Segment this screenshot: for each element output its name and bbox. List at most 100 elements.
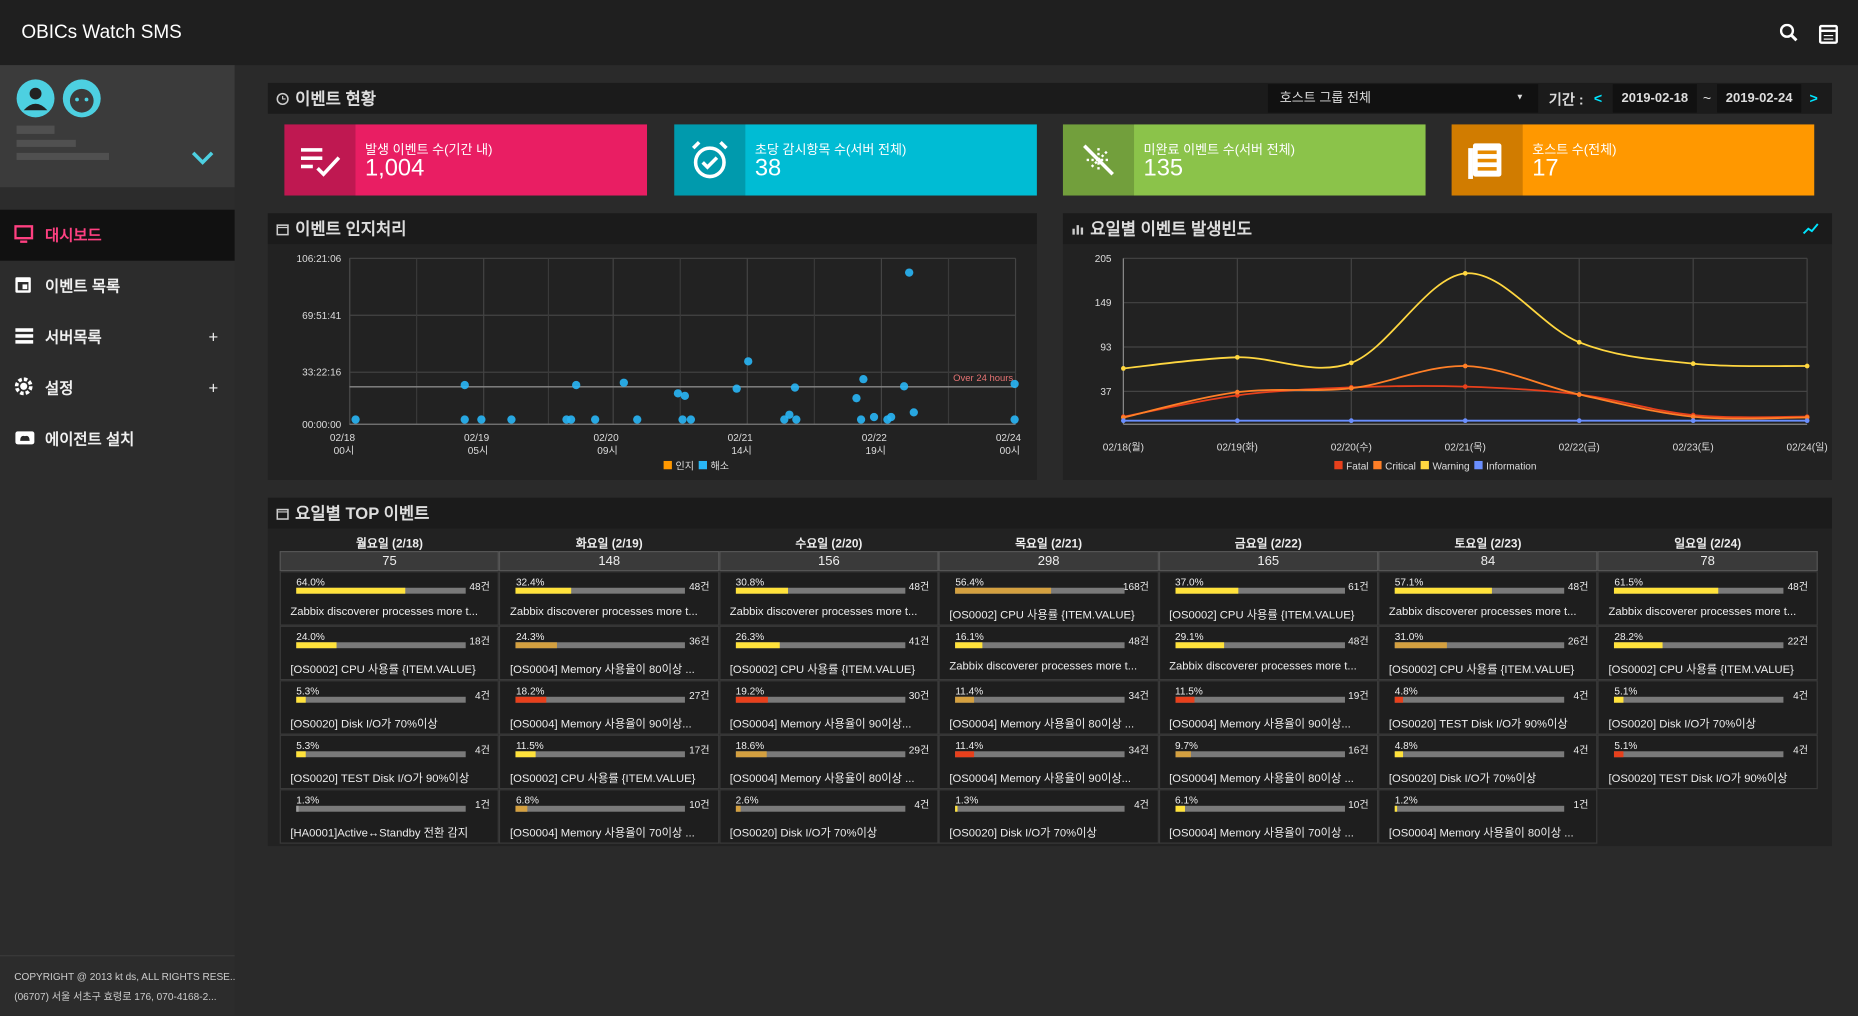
menu-label: 에이전트 설치	[45, 430, 135, 448]
scatter-point	[886, 412, 896, 422]
percent-label: 57.1%	[1394, 575, 1424, 588]
count-label: 1건	[474, 798, 490, 811]
scatter-point	[460, 415, 469, 424]
legend-swatch	[1420, 460, 1429, 470]
count-label: 61건	[1348, 580, 1369, 593]
card-value: 1,004	[364, 155, 425, 182]
series-point	[1576, 339, 1582, 345]
event-cell: 24.3% 36건 [OS0004] Memory 사용율이 80이상 ...	[499, 625, 720, 681]
count-label: 4건	[1573, 689, 1589, 702]
event-cell: 29.1% 48건 Zabbix discoverer processes more…	[1158, 625, 1379, 681]
expand-icon[interactable]: +	[208, 327, 219, 347]
menu-label: 서버목록	[45, 328, 102, 347]
legend-swatch	[663, 460, 672, 470]
percent-label: 11.4%	[955, 684, 984, 697]
percent-label: 26.3%	[735, 630, 765, 643]
bar-track	[955, 642, 1125, 649]
period-label: 기간 :	[1548, 91, 1584, 108]
event-name: [OS0004] Memory 사용율이 90이상...	[1169, 718, 1351, 732]
x-tick-label: 02/21 14시	[728, 433, 754, 457]
event-name: [OS0004] Memory 사용율이 80이상 ...	[1388, 827, 1574, 841]
count-label: 29건	[908, 744, 930, 757]
count-label: 22건	[1787, 635, 1809, 648]
bar-track	[1175, 696, 1345, 703]
bar-track	[1394, 587, 1565, 594]
percent-bar	[1394, 642, 1448, 649]
bar-track	[296, 805, 466, 812]
bar-track	[1394, 642, 1565, 649]
series-point	[1234, 418, 1240, 424]
legend-swatch	[1373, 460, 1382, 470]
menu-item[interactable]: 이벤트 목록	[0, 261, 235, 312]
trend-icon[interactable]	[1802, 223, 1819, 235]
scatter-point	[869, 412, 879, 422]
percent-label: 32.4%	[515, 575, 545, 588]
scatter-point	[852, 394, 861, 403]
menu-item[interactable]: 설정 +	[0, 363, 235, 414]
count-label: 4건	[1793, 689, 1809, 702]
event-name: [OS0004] Memory 사용율이 90이상...	[510, 718, 692, 732]
event-cell: 1.3% 4건 [OS0020] Disk I/O가 70%이상	[938, 789, 1159, 844]
x-tick-label: 02/23(토)	[1673, 442, 1714, 453]
x-tick-label: 02/21(목)	[1445, 441, 1486, 453]
event-name: Zabbix discoverer processes more t...	[1608, 605, 1797, 619]
percent-bar	[735, 805, 741, 812]
scatter-point	[1010, 415, 1019, 424]
day-total: 156	[719, 551, 939, 572]
series-point	[1462, 418, 1468, 424]
event-cell: 6.1% 10건 [OS0004] Memory 사용율이 70이상 ...	[1158, 789, 1379, 844]
footer-divider	[0, 955, 235, 957]
top-bar: OBICs Watch SMS	[0, 0, 1858, 66]
series-point	[1348, 385, 1354, 391]
x-tick-label: 02/24(일)	[1787, 441, 1828, 453]
event-name: Zabbix discoverer processes more t...	[729, 605, 918, 619]
menu-item[interactable]: 에이전트 설치	[0, 414, 235, 465]
user-icons[interactable]	[14, 78, 227, 173]
percent-bar	[515, 696, 547, 703]
legend-label: Fatal	[1346, 461, 1368, 472]
bar-track	[1394, 696, 1565, 703]
end-date[interactable]: 2019-02-24	[1717, 84, 1802, 113]
series-point	[1234, 389, 1240, 395]
event-cell: 64.0% 48건 Zabbix discoverer processes more…	[279, 571, 500, 626]
top-icons[interactable]	[1779, 23, 1839, 45]
count-label: 34건	[1128, 744, 1149, 757]
percent-label: 11.5%	[515, 739, 544, 752]
count-label: 48건	[1787, 580, 1809, 593]
bar-track	[1614, 642, 1784, 649]
user-panel	[0, 65, 235, 188]
app-title: OBICs Watch SMS	[21, 22, 182, 43]
bar-track	[1614, 587, 1784, 594]
menu-item[interactable]: 대시보드	[0, 209, 235, 261]
bar-track	[1614, 751, 1784, 758]
day-header: 금요일 (2/22)	[1234, 537, 1302, 552]
y-tick-label: 149	[1095, 298, 1112, 309]
percent-bar	[735, 696, 769, 703]
section-title: 이벤트 현황	[295, 88, 376, 108]
percent-bar	[955, 805, 958, 812]
event-cell: 18.6% 29건 [OS0004] Memory 사용율이 80이상 ...	[719, 734, 939, 790]
scatter-point	[477, 415, 486, 424]
percent-label: 18.2%	[515, 684, 545, 697]
next-arrow[interactable]: >	[1809, 90, 1818, 107]
event-cell: 28.2% 22건 [OS0002] CPU 사용률 {ITEM.VALUE}	[1597, 625, 1818, 681]
event-cell: 5.1% 4건 [OS0020] TEST Disk I/O가 90%이상	[1597, 734, 1818, 790]
menu-label: 설정	[45, 379, 74, 397]
menu-item[interactable]: 서버목록 +	[0, 312, 235, 363]
event-cell: 18.2% 27건 [OS0004] Memory 사용율이 90이상...	[499, 680, 720, 735]
event-name: [OS0020] Disk I/O가 70%이상	[1608, 718, 1756, 732]
host-group-select[interactable]: 호스트 그룹 전체 ▼	[1267, 84, 1539, 113]
start-date[interactable]: 2019-02-18	[1612, 84, 1697, 113]
bar-track	[515, 751, 686, 758]
event-name: Zabbix discoverer processes more t...	[949, 660, 1138, 674]
event-cell: 16.1% 48건 Zabbix discoverer processes more…	[938, 625, 1159, 681]
event-cell: 11.5% 17건 [OS0002] CPU 사용률 {ITEM.VALUE}	[499, 734, 720, 790]
prev-arrow[interactable]: <	[1593, 90, 1603, 107]
event-cell: 5.1% 4건 [OS0020] Disk I/O가 70%이상	[1597, 680, 1818, 735]
expand-icon[interactable]: +	[208, 378, 219, 397]
card-icon	[284, 124, 356, 196]
percent-label: 61.5%	[1614, 575, 1644, 588]
percent-bar	[1614, 751, 1624, 758]
percent-label: 11.4%	[955, 739, 984, 752]
section-header: 요일별 이벤트 발생빈도	[1062, 213, 1833, 245]
